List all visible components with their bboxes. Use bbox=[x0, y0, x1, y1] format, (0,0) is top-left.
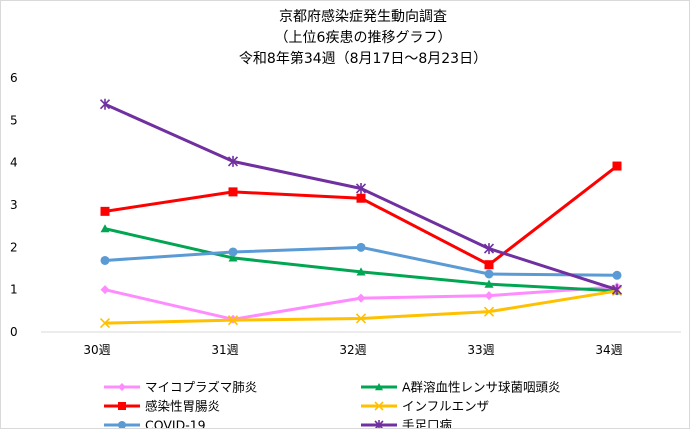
data-point bbox=[227, 315, 239, 326]
y-tick-label: 5 bbox=[10, 113, 18, 127]
y-tick-label: 3 bbox=[10, 198, 18, 212]
title-line-3: 令和8年第34週（8月17日～8月23日） bbox=[239, 50, 487, 67]
x-tick-label: 31週 bbox=[211, 343, 238, 357]
series-5 bbox=[99, 98, 623, 296]
data-point bbox=[355, 182, 367, 194]
legend-marker bbox=[118, 402, 126, 410]
legend-label: 感染性胃腸炎 bbox=[145, 399, 220, 414]
legend-item: インフルエンザ bbox=[361, 399, 489, 414]
x-tick-label: 33週 bbox=[467, 343, 494, 357]
x-tick-label: 32週 bbox=[339, 343, 366, 357]
data-point bbox=[484, 269, 494, 279]
legend-marker bbox=[375, 383, 383, 391]
legend-label: インフルエンザ bbox=[402, 399, 489, 414]
x-tick-label: 34週 bbox=[595, 343, 622, 357]
data-point bbox=[483, 306, 495, 317]
data-point bbox=[99, 98, 111, 110]
data-point bbox=[612, 270, 622, 280]
data-point bbox=[100, 206, 110, 216]
legend-marker bbox=[374, 401, 384, 411]
data-point bbox=[228, 187, 238, 197]
data-point bbox=[356, 242, 366, 252]
legend-label: マイコプラズマ肺炎 bbox=[145, 380, 257, 395]
legend-marker bbox=[118, 383, 126, 391]
data-point bbox=[612, 161, 622, 171]
series-1 bbox=[100, 224, 622, 295]
x-axis: 30週 31週 32週 33週 34週 bbox=[83, 343, 622, 357]
legend-item: COVID-19 bbox=[104, 418, 206, 429]
data-point bbox=[356, 267, 366, 276]
data-point bbox=[611, 284, 623, 296]
legend-marker bbox=[374, 420, 384, 428]
legend-item: A群溶血性レンサ球菌咽頭炎 bbox=[361, 380, 561, 395]
data-point bbox=[227, 155, 239, 167]
data-point bbox=[484, 279, 494, 288]
data-point bbox=[100, 285, 110, 295]
data-point bbox=[228, 253, 238, 262]
data-point bbox=[228, 247, 238, 257]
y-tick-label: 4 bbox=[10, 156, 18, 170]
data-point bbox=[484, 291, 494, 301]
data-point bbox=[356, 193, 366, 203]
data-point bbox=[100, 224, 110, 233]
data-point bbox=[100, 255, 110, 265]
data-point bbox=[355, 313, 367, 324]
data-point bbox=[484, 260, 494, 270]
title-line-2: （上位6疾患の推移グラフ） bbox=[275, 30, 452, 46]
legend-label: 手足口病 bbox=[402, 418, 452, 429]
series-line bbox=[104, 227, 618, 293]
y-tick-label: 0 bbox=[10, 325, 18, 339]
y-tick-label: 1 bbox=[10, 283, 18, 297]
series-4 bbox=[100, 242, 622, 280]
series-2 bbox=[100, 161, 622, 270]
legend-marker bbox=[118, 421, 126, 428]
data-point bbox=[356, 293, 366, 303]
plot-area bbox=[99, 98, 623, 329]
title-line-1: 京都府感染症発生動向調査 bbox=[279, 8, 447, 25]
y-axis: 0 1 2 3 4 5 6 bbox=[10, 71, 18, 339]
chart-title: 京都府感染症発生動向調査 （上位6疾患の推移グラフ） 令和8年第34週（8月17… bbox=[239, 8, 487, 67]
y-tick-label: 6 bbox=[10, 71, 18, 85]
x-tick-label: 30週 bbox=[83, 343, 110, 357]
y-tick-label: 2 bbox=[10, 240, 18, 254]
legend-item: マイコプラズマ肺炎 bbox=[104, 380, 257, 395]
data-point bbox=[99, 318, 111, 329]
legend-item: 感染性胃腸炎 bbox=[104, 399, 220, 414]
series-3 bbox=[99, 285, 623, 329]
legend-item: 手足口病 bbox=[361, 418, 452, 429]
legend-label: A群溶血性レンサ球菌咽頭炎 bbox=[402, 380, 561, 395]
legend-label: COVID-19 bbox=[145, 418, 206, 429]
data-point bbox=[483, 243, 495, 255]
